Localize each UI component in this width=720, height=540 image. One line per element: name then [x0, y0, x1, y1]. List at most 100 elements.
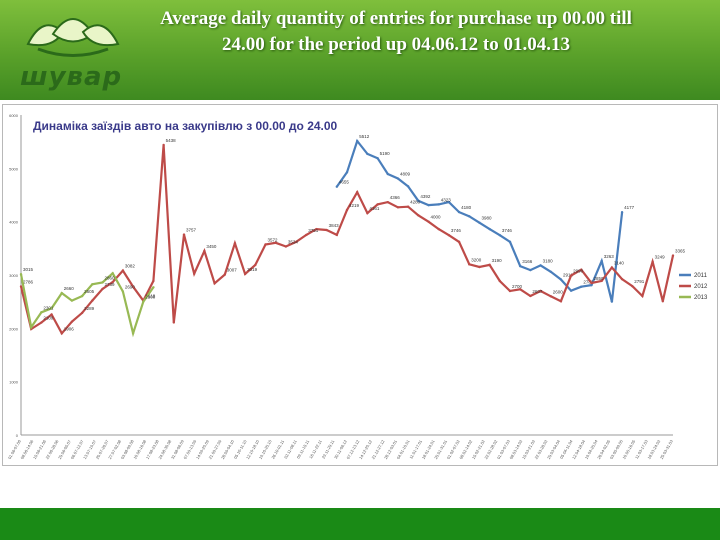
data-label-2012: 2519 — [145, 294, 156, 299]
data-point-2012 — [651, 260, 654, 263]
data-point-2012 — [539, 289, 542, 293]
y-tick-label: 4000 — [9, 220, 19, 225]
header-banner: шувар Average daily quantity of entries … — [0, 0, 720, 100]
data-point-2012 — [40, 321, 43, 324]
data-label-2012: 3534 — [288, 240, 299, 245]
data-point-2012 — [468, 263, 471, 266]
data-point-2012 — [417, 214, 420, 217]
data-point-2012 — [620, 277, 624, 281]
y-tick-label: 1000 — [9, 380, 19, 385]
data-point-2012 — [366, 211, 369, 215]
data-label-2012: 3450 — [206, 244, 217, 249]
data-point-2012 — [559, 300, 563, 303]
data-point-2012 — [243, 272, 247, 276]
data-point-2011 — [355, 139, 359, 143]
data-point-2012 — [203, 249, 206, 253]
data-label-2011: 2916 — [563, 272, 574, 277]
data-point-2013 — [19, 273, 23, 276]
data-label-2012: 3843 — [329, 223, 340, 228]
data-point-2012 — [172, 321, 176, 324]
data-point-2011 — [569, 289, 573, 292]
data-point-2012 — [529, 294, 532, 298]
data-point-2012 — [376, 203, 379, 206]
data-point-2011 — [437, 203, 440, 206]
data-point-2012 — [631, 284, 634, 288]
chart-container: Динаміка заїздів авто на закупівлю з 00.… — [2, 104, 718, 466]
data-point-2011 — [498, 234, 502, 237]
legend-label-2013: 2013 — [694, 295, 708, 301]
data-label-2012: 2739 — [105, 282, 116, 287]
data-point-2011 — [610, 300, 614, 303]
data-label-2011: 3263 — [604, 254, 615, 259]
data-point-2012 — [162, 143, 165, 147]
data-label-2013: 2301 — [43, 305, 54, 310]
legend-label-2011: 2011 — [694, 273, 708, 279]
data-point-2013 — [152, 286, 155, 289]
data-point-2011 — [396, 177, 400, 180]
data-point-2011 — [447, 200, 451, 204]
data-point-2012 — [355, 191, 359, 194]
data-label-2012: 2600 — [553, 289, 564, 294]
data-label-2013: 2500 — [145, 295, 156, 300]
data-label-2012: 4000 — [431, 215, 442, 220]
data-point-2011 — [366, 152, 369, 156]
data-point-2012 — [111, 280, 114, 284]
data-label-2012: 3751 — [308, 228, 319, 233]
data-label-2012: 2109 — [43, 316, 54, 321]
data-point-2013 — [60, 291, 63, 295]
data-label-2013: 2690 — [125, 285, 136, 290]
data-point-2012 — [182, 233, 186, 236]
data-point-2012 — [437, 227, 440, 231]
data-label-2011: 4655 — [339, 180, 350, 185]
data-point-2012 — [488, 263, 491, 267]
series-line-2011 — [335, 138, 624, 302]
y-tick-label: 6000 — [9, 113, 19, 118]
data-point-2012 — [305, 233, 308, 237]
legend-label-2012: 2012 — [694, 284, 708, 290]
chart-title: Динаміка заїздів авто на закупівлю з 00.… — [33, 119, 338, 133]
data-point-2012 — [671, 254, 675, 257]
logo-leaves-icon — [26, 18, 120, 57]
data-point-2012 — [447, 234, 451, 237]
data-label-2012: 2289 — [84, 306, 95, 311]
y-tick-label: 0 — [16, 433, 19, 438]
data-label-2012: 3190 — [492, 258, 503, 263]
page-title-line1: Average daily quantity of entries for pu… — [160, 8, 632, 29]
data-label-2012: 2850 — [594, 276, 605, 281]
y-tick-label: 2000 — [9, 326, 19, 331]
data-point-2012 — [457, 240, 461, 244]
data-point-2011 — [518, 264, 522, 268]
data-label-2011: 4177 — [624, 205, 635, 210]
data-point-2011 — [478, 221, 481, 224]
data-label-2012: 1906 — [64, 326, 75, 331]
data-label-2012: 3365 — [675, 249, 686, 254]
data-point-2012 — [121, 269, 125, 272]
data-point-2011 — [529, 268, 532, 272]
line-chart: 010002000300040005000600001.06-07.0608.0… — [7, 113, 708, 460]
data-point-2012 — [498, 279, 502, 283]
data-label-2011: 4809 — [400, 172, 411, 177]
data-point-2011 — [468, 215, 471, 218]
data-point-2011 — [417, 199, 420, 202]
data-point-2012 — [233, 242, 237, 245]
data-label-2013: 2605 — [84, 289, 95, 294]
data-point-2012 — [192, 272, 196, 275]
data-label-2011: 3746 — [502, 228, 513, 233]
data-point-2012 — [580, 268, 583, 271]
data-point-2012 — [264, 243, 267, 246]
data-point-2012 — [518, 288, 522, 291]
data-label-2011: 5190 — [380, 151, 391, 156]
data-point-2012 — [315, 227, 318, 231]
data-point-2011 — [386, 172, 389, 176]
data-point-2013 — [80, 294, 84, 298]
data-point-2012 — [60, 332, 63, 335]
data-label-2012: 4161 — [369, 206, 380, 211]
data-label-2011: 4323 — [441, 197, 452, 202]
data-point-2012 — [610, 266, 614, 269]
data-point-2013 — [121, 290, 125, 293]
data-label-2012: 3757 — [186, 228, 197, 233]
data-point-2013 — [101, 281, 104, 284]
data-point-2012 — [50, 313, 53, 316]
data-point-2011 — [600, 259, 603, 263]
data-point-2012 — [335, 233, 339, 237]
